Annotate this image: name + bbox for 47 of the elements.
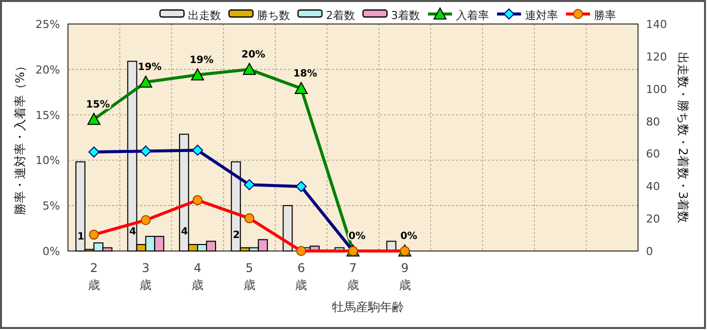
- data-label: 4: [181, 226, 188, 238]
- legend-label: 2着数: [326, 9, 355, 22]
- data-label: 1: [77, 231, 84, 242]
- y2-tick-label: 40: [646, 180, 660, 194]
- point: [296, 181, 307, 192]
- point: [88, 146, 100, 158]
- legend-label: 出走数: [188, 9, 221, 22]
- y2-tick-label: 80: [646, 115, 660, 128]
- legend-label: 勝率: [594, 9, 616, 22]
- bar: [282, 205, 293, 252]
- y-tick-label: 25%: [36, 18, 60, 31]
- x-tick-label: 3歳: [140, 261, 152, 292]
- data-label: 18%: [293, 68, 318, 80]
- y-tick-label: 0%: [42, 245, 60, 258]
- point: [192, 144, 204, 156]
- x-tick-label: 4歳: [192, 261, 204, 292]
- y2-tick-label: 140: [646, 18, 667, 31]
- x-tick-label: 9歳: [398, 261, 411, 292]
- point: [140, 146, 152, 157]
- data-label: 15%: [86, 99, 110, 110]
- y2-tick-label: 20: [646, 212, 660, 226]
- y-axis-title: 勝率・連対率・入着率（%）: [13, 60, 27, 216]
- x-tick-label: 5歳: [243, 261, 256, 292]
- y-tick-label: 5%: [42, 200, 60, 213]
- y2-tick-label: 120: [646, 50, 667, 64]
- data-label: 0%: [400, 231, 418, 242]
- y-tick-label: 20%: [36, 63, 60, 76]
- y2-tick-label: 100: [646, 82, 667, 96]
- y-tick-label: 15%: [36, 108, 60, 122]
- point: [244, 179, 255, 190]
- data-label: 4: [129, 226, 136, 238]
- x-tick-label: 2歳: [88, 261, 100, 292]
- y2-axis-title: 出走数・勝ち数・2着数・3着数: [676, 52, 690, 224]
- y-tick-label: 10%: [36, 154, 60, 168]
- legend-label: 勝ち数: [257, 9, 290, 22]
- x-axis-title: 牡馬産駒年齢: [332, 300, 404, 314]
- x-tick-label: 6歳: [295, 261, 308, 292]
- y2-tick-label: 60: [646, 148, 660, 161]
- data-label: 19%: [138, 62, 162, 74]
- y2-tick-label: 0: [646, 245, 653, 258]
- legend-label: 入着率: [456, 9, 489, 22]
- legend-label: 連対率: [525, 9, 558, 22]
- data-label: 19%: [190, 54, 214, 66]
- data-label: 2: [232, 230, 240, 241]
- data-label: 20%: [241, 49, 266, 60]
- x-tick-label: 7歳: [347, 261, 359, 292]
- legend-label: 3着数: [391, 9, 420, 22]
